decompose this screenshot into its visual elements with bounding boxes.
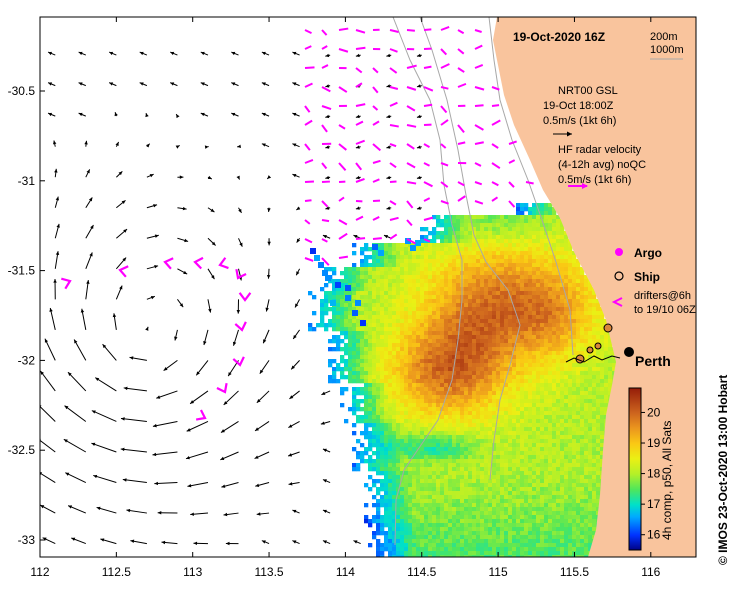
colorbar-ticks: 20 19 18 17 16: [641, 405, 661, 542]
city-label: Perth: [635, 353, 671, 369]
credit-text: © IMOS 23-Oct-2020 13:00 Hobart: [716, 375, 730, 565]
colorbar: [629, 388, 641, 551]
x-tick-label: 114.5: [407, 565, 436, 579]
map-title: 19-Oct-2020 16Z: [513, 30, 605, 44]
hf-legend-line1: HF radar velocity: [558, 144, 642, 156]
colorbar-tick-label: 19: [647, 436, 661, 450]
y-tick-label: -31: [18, 174, 36, 188]
contour-200m: [419, 17, 521, 481]
hf-legend-line3: 0.5m/s (1kt 6h): [558, 174, 631, 186]
land-area: [493, 17, 696, 557]
y-axis-ticks: -30.5 -31 -31.5 -32 -32.5 -33: [8, 84, 45, 547]
drifters-label-2: to 19/10 06Z: [634, 304, 696, 316]
gsl-legend-arrow: [553, 131, 572, 137]
plot-frame: [39, 16, 697, 558]
colorbar-tick-label: 17: [647, 497, 661, 511]
argo-symbol: [615, 248, 623, 256]
y-tick-label: -30.5: [8, 84, 36, 98]
y-tick-label: -32.5: [8, 443, 36, 457]
gsl-legend-line2: 19-Oct 18:00Z: [543, 100, 614, 112]
contour-inner: [488, 17, 574, 356]
drifter-markers: [565, 323, 621, 364]
x-axis-ticks: 112 112.5 113 113.5 114 114.5 115 115.5 116: [30, 17, 661, 579]
x-tick-label: 113.5: [254, 565, 283, 579]
drifter-symbol: [611, 297, 623, 307]
colorbar-tick-label: 20: [647, 405, 661, 419]
contour-legend-200m: 200m: [650, 31, 678, 43]
perth-marker: [624, 347, 634, 357]
contour-1000m: [392, 17, 463, 546]
gsl-legend-line3: 0.5m/s (1kt 6h): [543, 115, 616, 127]
x-tick-label: 112.5: [102, 565, 131, 579]
x-tick-label: 112: [30, 565, 49, 579]
hf-legend-line2: (4-12h avg) noQC: [558, 159, 646, 171]
contour-legend-1000m: 1000m: [650, 44, 684, 56]
ship-symbol: [614, 271, 624, 281]
x-tick-label: 115.5: [560, 565, 589, 579]
y-tick-label: -32: [18, 353, 36, 367]
gsl-velocity-arrows: [40, 51, 422, 546]
x-tick-label: 114: [336, 565, 355, 579]
ship-label: Ship: [634, 270, 660, 284]
colorbar-frame: [628, 387, 642, 551]
y-tick-label: -31.5: [8, 264, 36, 278]
x-tick-label: 113: [183, 565, 202, 579]
x-tick-label: 115: [489, 565, 508, 579]
argo-label: Argo: [634, 246, 662, 260]
y-tick-label: -33: [18, 533, 36, 547]
colorbar-tick-label: 18: [647, 467, 661, 481]
gsl-legend-line1: NRT00 GSL: [558, 85, 618, 97]
bathymetry-contours: [392, 17, 574, 546]
colorbar-label: 4h comp, p50, All Sats: [660, 421, 674, 540]
hf-legend-arrow: [568, 183, 588, 189]
colorbar-tick-label: 16: [647, 528, 661, 542]
sst-raster: [308, 203, 617, 557]
x-tick-label: 116: [641, 565, 660, 579]
drifters-label-1: drifters@6h: [634, 290, 691, 302]
hf-radar-arrows: [61, 25, 534, 421]
